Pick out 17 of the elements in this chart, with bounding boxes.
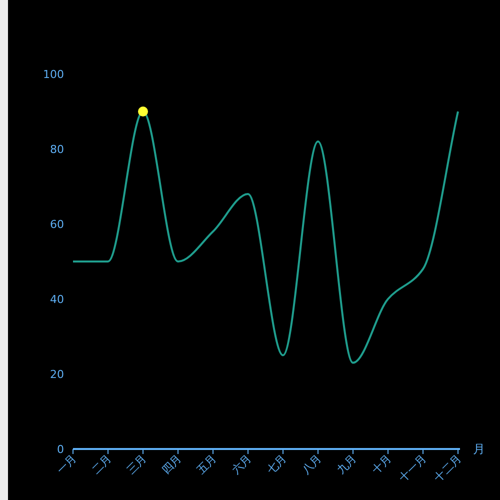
y-tick-label: 40	[50, 293, 64, 306]
x-tick-label: 五月	[194, 452, 220, 477]
x-tick-label: 三月	[124, 452, 150, 477]
y-tick-label: 80	[50, 143, 64, 156]
y-tick-label: 20	[50, 368, 64, 381]
y-tick-label: 100	[43, 68, 64, 81]
x-tick-label: 十一月	[396, 452, 430, 484]
x-axis-title: 月	[473, 442, 485, 456]
x-tick-label: 十月	[369, 452, 394, 477]
x-tick-label: 六月	[229, 452, 254, 477]
x-tick-label: 二月	[89, 452, 114, 477]
x-tick-label: 十二月	[432, 452, 464, 484]
y-tick-label: 60	[50, 218, 64, 231]
x-tick-label: 八月	[299, 452, 324, 477]
x-tick-label: 七月	[264, 452, 290, 477]
x-tick-label: 九月	[334, 452, 360, 477]
x-tick-label: 四月	[159, 452, 184, 477]
